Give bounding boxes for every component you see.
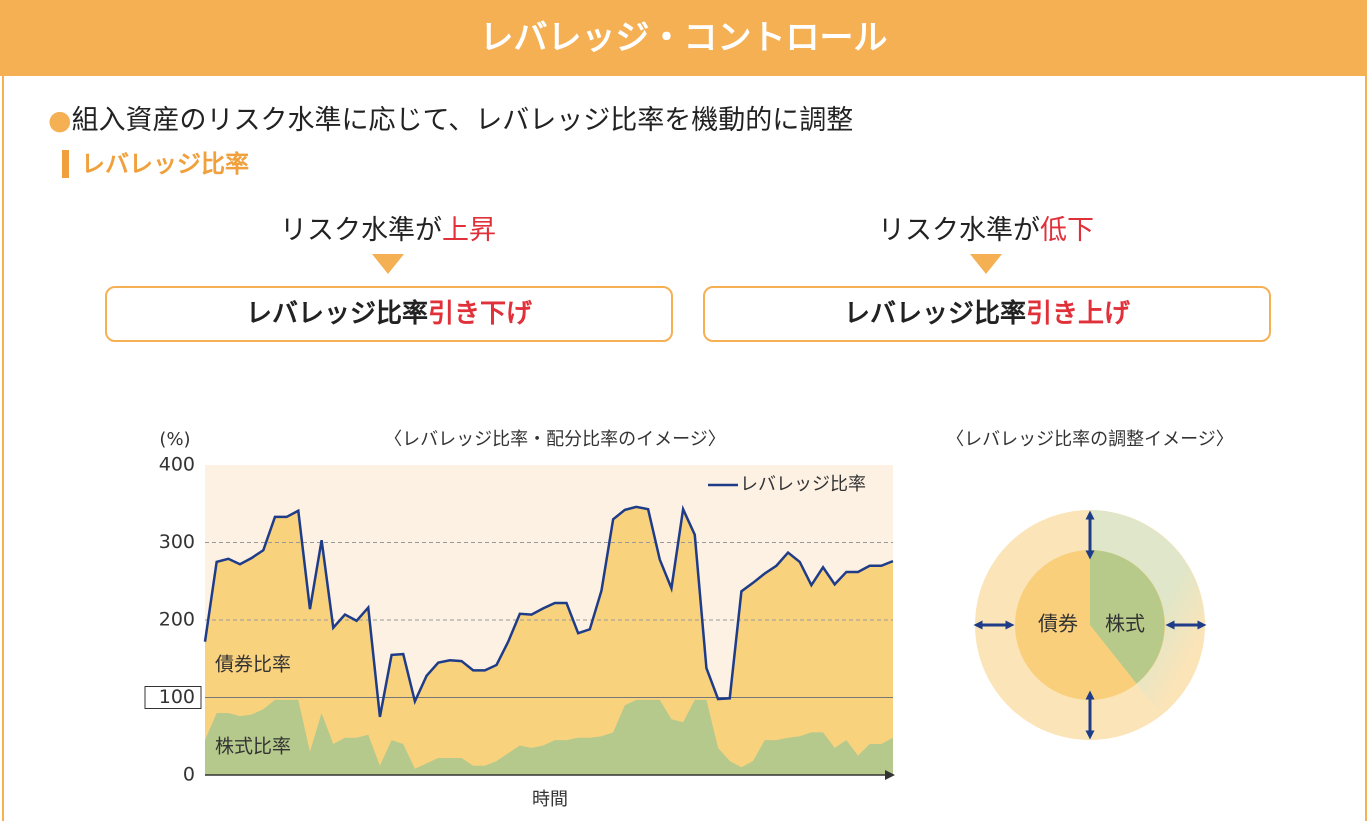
y-tick-label: 400 bbox=[159, 454, 195, 476]
stock-label: 株式比率 bbox=[215, 736, 291, 758]
leverage-line bbox=[203, 504, 894, 718]
y-tick-label: 200 bbox=[159, 609, 195, 631]
action: 引き上げ bbox=[1026, 299, 1131, 329]
result: レバレッジ比率 bbox=[843, 299, 1026, 329]
x-label: 時間 bbox=[532, 789, 568, 810]
y-tick-label: 0 bbox=[183, 764, 195, 786]
section: レバレッジ比率 bbox=[62, 150, 249, 178]
arrow-down bbox=[970, 254, 1002, 274]
bond-area bbox=[205, 506, 893, 775]
y-tick-label: 300 bbox=[159, 531, 195, 553]
chart-title: 〈レバレッジ比率・配分比率のイメージ〉 bbox=[384, 429, 726, 450]
stock-area bbox=[205, 699, 893, 775]
rule-condition: リスク水準が上昇 bbox=[188, 208, 588, 247]
x-axis-arrow bbox=[885, 770, 895, 780]
cond: リスク水準が bbox=[280, 215, 442, 246]
y-unit: (%) bbox=[159, 429, 190, 450]
arrow-down bbox=[372, 254, 404, 274]
rule-condition: リスク水準が低下 bbox=[786, 208, 1186, 247]
change: 低下 bbox=[1040, 215, 1094, 246]
y-tick-label: 100 bbox=[159, 686, 195, 708]
bullet-text: 組入資産のリスク水準に応じて、レバレッジ比率を機動的に調整 bbox=[71, 105, 854, 136]
diagram-title: 〈レバレッジ比率の調整イメージ〉 bbox=[946, 429, 1234, 450]
action: 引き下げ bbox=[428, 299, 533, 329]
inner-stock bbox=[1090, 550, 1165, 684]
stock-text: 株式 bbox=[1105, 612, 1145, 636]
bullet: ●組入資産のリスク水準に応じて、レバレッジ比率を機動的に調整 bbox=[48, 105, 854, 136]
bond-text: 債券 bbox=[1038, 612, 1078, 636]
result: レバレッジ比率 bbox=[245, 299, 428, 329]
change: 上昇 bbox=[442, 215, 496, 246]
cond: リスク水準が bbox=[878, 215, 1040, 246]
rule-box: レバレッジ比率引き下げ bbox=[105, 286, 673, 342]
rule-box: レバレッジ比率引き上げ bbox=[703, 286, 1271, 342]
bond-label: 債券比率 bbox=[215, 654, 291, 676]
legend-label: レバレッジ比率 bbox=[740, 474, 866, 495]
header: レバレッジ・コントロール bbox=[0, 0, 1367, 76]
tick-box bbox=[144, 686, 202, 709]
